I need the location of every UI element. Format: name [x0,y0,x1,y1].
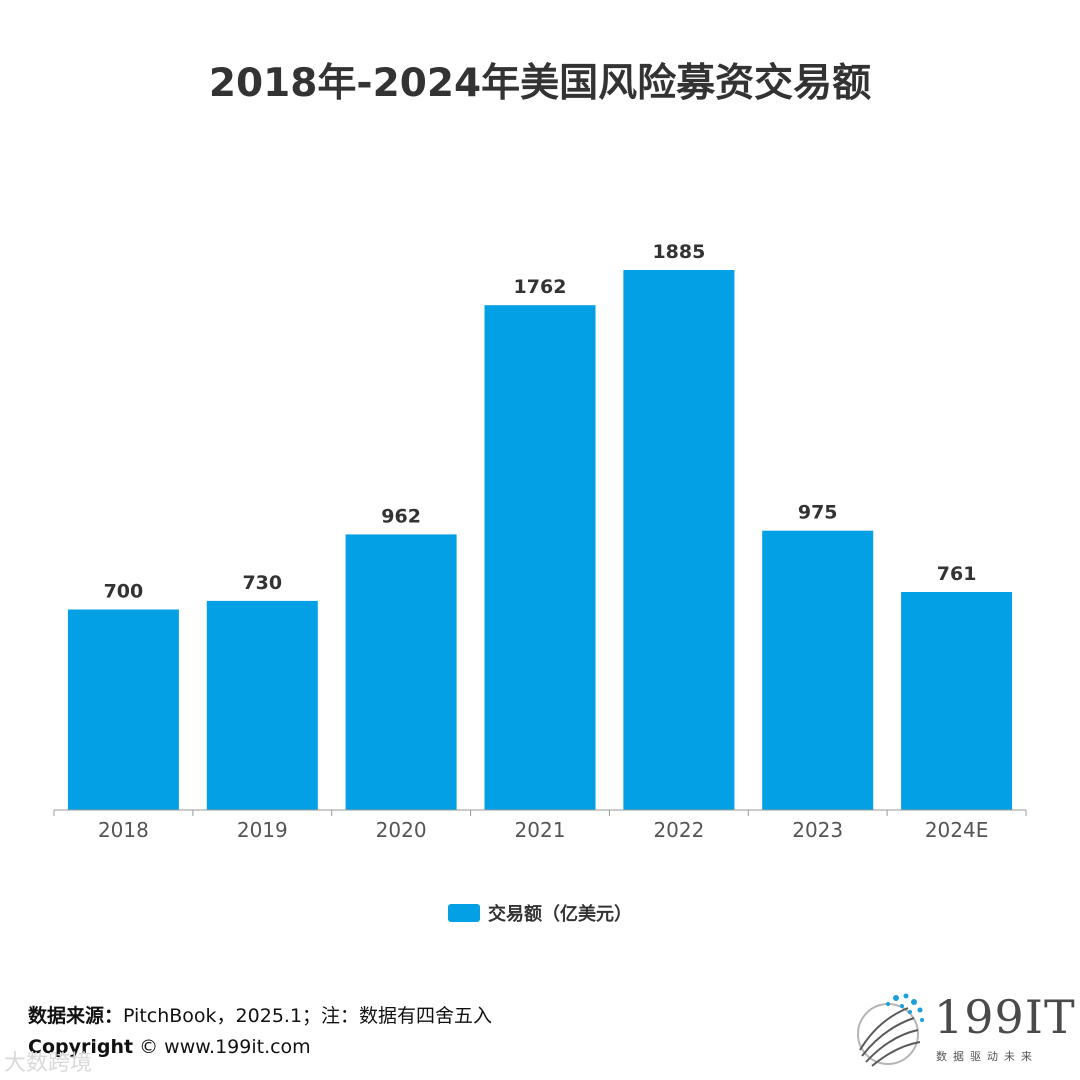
bar-2023 [762,530,874,810]
watermark: 大数跨境 [4,1051,93,1076]
data-label-2020: 962 [381,505,421,527]
source-label: 数据来源： [28,1005,124,1027]
data-label-2021: 1762 [514,276,567,298]
bar-2024E [901,592,1013,810]
data-label-2022: 1885 [652,241,705,263]
x-tick-label-2020: 2020 [376,818,427,842]
bar-2018 [67,609,179,810]
x-tick-label-2021: 2021 [515,818,566,842]
logo-text: 199IT [934,990,1076,1044]
x-tick-label-2018: 2018 [98,818,149,842]
dot-swirl-logo-icon [857,993,924,1067]
copyright-note: Copyright © www.199it.com [28,1036,311,1058]
data-label-2018: 700 [104,581,144,603]
x-tick-label-2019: 2019 [237,818,288,842]
chart-legend: 交易额（亿美元） [0,900,1080,926]
legend-swatch [448,904,480,922]
data-label-2024E: 761 [937,563,977,585]
bar-chart: 700 2018 730 2019 962 2020 1762 2021 1885 2022 975… [53,241,1027,842]
logo-tagline: 数据驱动未来 [936,1050,1038,1063]
bar-2022 [623,270,735,810]
x-tick-label-2024E: 2024E [925,818,989,842]
source-text: PitchBook，2025.1；注：数据有四舍五入 [123,1005,493,1027]
bar-2020 [345,534,457,810]
x-tick-label-2022: 2022 [653,818,704,842]
source-note: 数据来源：PitchBook，2025.1；注：数据有四舍五入 [28,1001,492,1028]
data-label-2023: 975 [798,502,838,524]
legend-label: 交易额（亿美元） [488,904,632,925]
data-label-2019: 730 [242,572,282,594]
bar-2019 [206,600,318,810]
x-tick-label-2023: 2023 [792,818,843,842]
copyright-label: Copyright [28,1036,134,1058]
brand-logo: 199IT 数据驱动未来 [848,990,1075,1070]
chart-title: 2018年-2024年美国风险募资交易额 [208,61,872,106]
copyright-text: © www.199it.com [133,1036,311,1058]
bar-2021 [484,305,596,810]
